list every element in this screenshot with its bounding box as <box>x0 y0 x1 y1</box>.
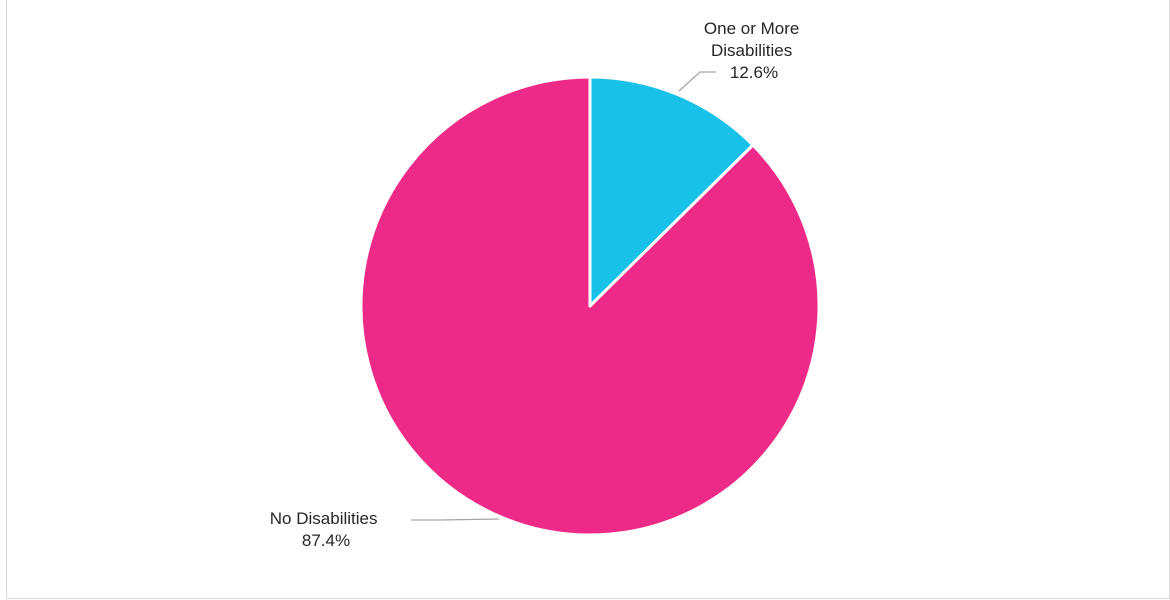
pie-slice-one-or-more-disabilities <box>588 75 755 308</box>
pie-slice-no-disabilities <box>359 75 821 537</box>
slice-label-line-1: No Disabilities <box>270 509 378 528</box>
pie-slices <box>359 75 821 537</box>
leader-line-no-disabilities <box>411 518 500 521</box>
slice-label-one-or-more-disabilities: One or More Disabilities 12.6% <box>704 19 804 82</box>
slice-percent-no-disabilities: 87.4% <box>302 531 350 550</box>
leader-lines <box>411 71 716 521</box>
slice-label-line-2: Disabilities <box>711 41 792 60</box>
slice-label-line-1: One or More <box>704 19 799 38</box>
slice-percent-one-or-more-disabilities: 12.6% <box>730 63 778 82</box>
slice-label-no-disabilities: No Disabilities 87.4% <box>270 509 382 550</box>
leader-line-one-or-more-disabilities <box>678 71 716 92</box>
